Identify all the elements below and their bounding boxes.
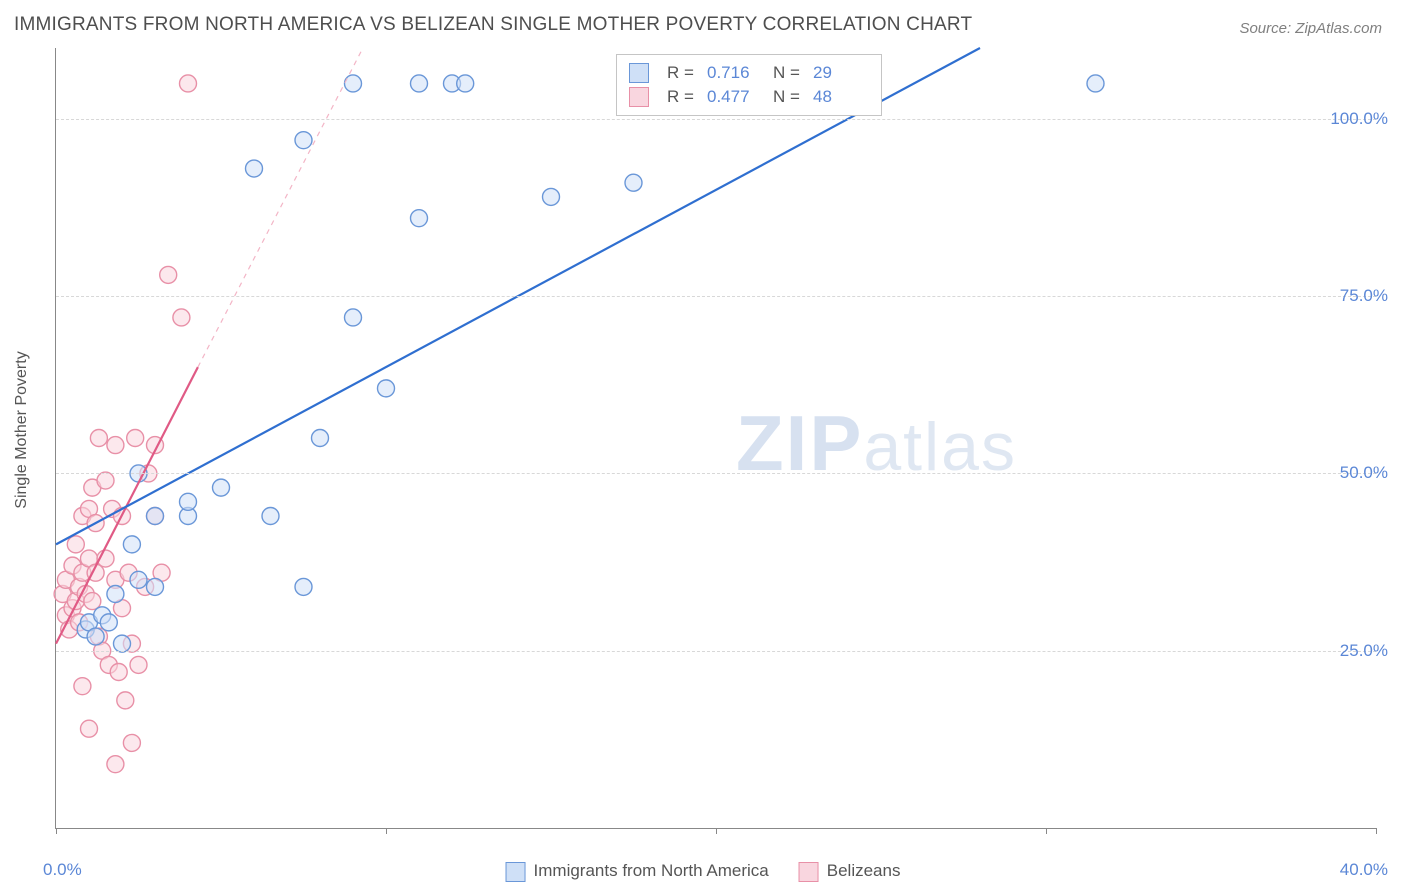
scatter-point-blue (411, 210, 428, 227)
plot-area: ZIPatlas R =0.716N =29R =0.477N =48 (55, 48, 1376, 829)
legend-label: Belizeans (827, 861, 901, 880)
legend-r-label: R = (667, 87, 697, 107)
scatter-point-pink (74, 678, 91, 695)
x-tick-max: 40.0% (1340, 860, 1388, 880)
legend-swatch-pink (629, 87, 649, 107)
scatter-point-pink (110, 664, 127, 681)
x-tick-mark (56, 828, 57, 834)
scatter-point-pink (81, 720, 98, 737)
legend-label: Immigrants from North America (534, 861, 769, 880)
scatter-point-pink (67, 536, 84, 553)
x-tick-min: 0.0% (43, 860, 82, 880)
scatter-point-blue (107, 586, 124, 603)
scatter-point-pink (127, 430, 144, 447)
scatter-point-pink (130, 656, 147, 673)
scatter-point-blue (295, 578, 312, 595)
x-tick-mark (386, 828, 387, 834)
legend-item: Immigrants from North America (506, 861, 769, 882)
scatter-point-blue (100, 614, 117, 631)
scatter-point-blue (130, 571, 147, 588)
legend-r-value: 0.716 (707, 63, 763, 83)
scatter-point-pink (160, 266, 177, 283)
legend-swatch-blue (506, 862, 526, 882)
legend-swatch-blue (629, 63, 649, 83)
scatter-point-blue (213, 479, 230, 496)
legend-n-value: 29 (813, 63, 869, 83)
scatter-point-blue (312, 430, 329, 447)
y-tick-label: 100.0% (1330, 109, 1388, 129)
scatter-point-blue (123, 536, 140, 553)
chart-title: IMMIGRANTS FROM NORTH AMERICA VS BELIZEA… (14, 14, 972, 36)
scatter-point-pink (97, 472, 114, 489)
legend-item: Belizeans (799, 861, 901, 882)
scatter-point-blue (1087, 75, 1104, 92)
scatter-point-blue (378, 380, 395, 397)
scatter-point-blue (295, 132, 312, 149)
scatter-point-blue (457, 75, 474, 92)
gridline-h (56, 651, 1376, 652)
gridline-h (56, 119, 1376, 120)
y-tick-label: 25.0% (1340, 641, 1388, 661)
scatter-point-pink (90, 430, 107, 447)
gridline-h (56, 473, 1376, 474)
scatter-point-blue (180, 493, 197, 510)
scatter-point-blue (147, 578, 164, 595)
x-tick-mark (1046, 828, 1047, 834)
scatter-point-pink (107, 437, 124, 454)
legend-stat-row: R = 0.477 N = 48 (629, 85, 869, 109)
legend-stat-row: R = 0.716 N = 29 (629, 61, 869, 85)
scatter-point-blue (625, 174, 642, 191)
scatter-point-blue (87, 628, 104, 645)
scatter-point-blue (345, 75, 362, 92)
y-tick-label: 50.0% (1340, 463, 1388, 483)
scatter-point-blue (262, 508, 279, 525)
scatter-point-pink (173, 309, 190, 326)
scatter-point-blue (114, 635, 131, 652)
scatter-point-blue (345, 309, 362, 326)
scatter-point-blue (147, 508, 164, 525)
scatter-point-pink (123, 734, 140, 751)
trend-line-dashed (198, 48, 363, 367)
legend-n-label: N = (773, 87, 803, 107)
legend-bottom: Immigrants from North America Belizeans (506, 861, 901, 882)
scatter-point-pink (107, 756, 124, 773)
legend-r-value: 0.477 (707, 87, 763, 107)
legend-n-value: 48 (813, 87, 869, 107)
plot-svg (56, 48, 1376, 828)
legend-swatch-pink (799, 862, 819, 882)
scatter-point-blue (543, 188, 560, 205)
x-tick-mark (1376, 828, 1377, 834)
scatter-point-blue (411, 75, 428, 92)
scatter-point-pink (180, 75, 197, 92)
gridline-h (56, 296, 1376, 297)
legend-n-label: N = (773, 63, 803, 83)
legend-r-label: R = (667, 63, 697, 83)
y-axis-label: Single Mother Poverty (13, 351, 31, 508)
y-tick-label: 75.0% (1340, 286, 1388, 306)
scatter-point-blue (246, 160, 263, 177)
source-attribution: Source: ZipAtlas.com (1239, 20, 1382, 37)
scatter-point-pink (117, 692, 134, 709)
legend-stats-box: R = 0.716 N = 29 R = 0.477 N = 48 (616, 54, 882, 116)
x-tick-mark (716, 828, 717, 834)
